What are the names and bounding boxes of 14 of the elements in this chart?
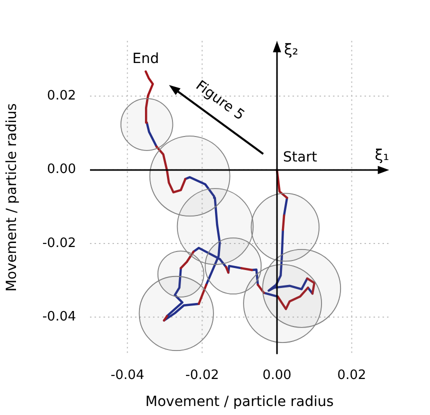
x-tick-label: -0.04 [110, 368, 144, 384]
x-tick-label: 0.00 [262, 368, 292, 384]
annotation: ξ₁ [374, 146, 390, 164]
x-tick-label: 0.02 [337, 368, 366, 384]
y-tick-label: -0.02 [42, 236, 76, 251]
x-axis-title: Movement / particle radius [145, 394, 334, 410]
x-tick-label: -0.02 [185, 368, 219, 384]
y-tick-label: -0.04 [42, 310, 76, 325]
y-axis-title: Movement / particle radius [4, 103, 20, 292]
y-tick-label: 0.00 [47, 162, 76, 178]
y-tick-label: 0.02 [47, 88, 76, 104]
annotation: Start [282, 149, 318, 166]
annotation: ξ₂ [284, 40, 298, 58]
annotation: End [132, 51, 160, 68]
